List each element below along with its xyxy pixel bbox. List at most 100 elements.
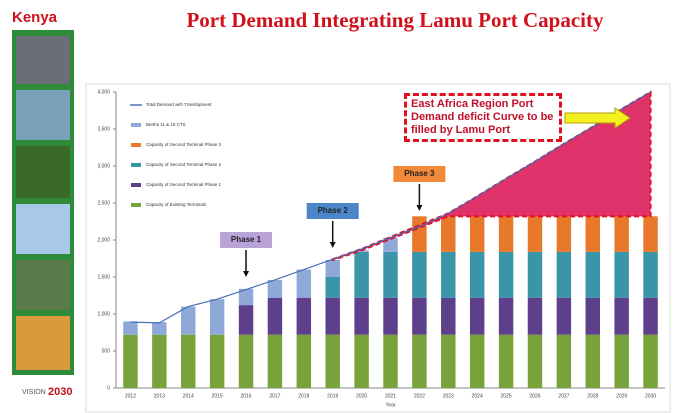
y-tick-label: 1,000 xyxy=(97,311,110,317)
bar-segment xyxy=(470,298,484,335)
bar-segment xyxy=(557,252,571,298)
bar-segment xyxy=(383,252,397,298)
bar-segment xyxy=(412,252,426,298)
bar-segment xyxy=(239,335,253,388)
bar-segment xyxy=(557,335,571,388)
phase-label: Phase 2 xyxy=(318,206,349,215)
bar-segment xyxy=(152,335,166,388)
vision-year: 2030 xyxy=(48,386,72,398)
x-tick-label: 2024 xyxy=(472,393,483,399)
bar-segment xyxy=(441,335,455,388)
bar-segment xyxy=(181,307,195,335)
bar-segment xyxy=(354,252,368,298)
bar-segment xyxy=(586,298,600,335)
bar-segment xyxy=(297,298,311,335)
bar-segment xyxy=(528,252,542,298)
bar-segment xyxy=(586,216,600,252)
x-tick-label: 2013 xyxy=(154,393,165,399)
phase-label: Phase 3 xyxy=(404,169,435,178)
bar-segment xyxy=(268,280,282,298)
bar-segment xyxy=(325,298,339,335)
slide: Kenya VISION 2030 Port Demand Integratin… xyxy=(0,0,675,413)
x-tick-label: 2019 xyxy=(327,393,338,399)
bar-segment xyxy=(297,335,311,388)
phase-label: Phase 1 xyxy=(231,235,262,244)
y-tick-label: 4,000 xyxy=(97,89,110,95)
bar-segment xyxy=(614,252,628,298)
bar-segment xyxy=(325,260,339,277)
x-tick-label: 2030 xyxy=(645,393,656,399)
y-tick-label: 2,000 xyxy=(97,237,110,243)
deficit-callout: East Africa Region Port Demand deficit C… xyxy=(404,93,562,142)
bar-segment xyxy=(643,216,657,252)
legend-label: Capacity of Existing Terminals xyxy=(146,202,207,207)
bar-segment xyxy=(586,335,600,388)
y-tick-label: 1,500 xyxy=(97,274,110,280)
bar-segment xyxy=(614,298,628,335)
x-tick-label: 2014 xyxy=(183,393,194,399)
bar-segment xyxy=(557,298,571,335)
bar-segment xyxy=(441,298,455,335)
x-tick-label: 2028 xyxy=(587,393,598,399)
photo xyxy=(16,260,70,310)
bar-segment xyxy=(210,299,224,335)
y-tick-label: 0 xyxy=(107,385,110,391)
bar-segment xyxy=(325,335,339,388)
y-tick-label: 3,500 xyxy=(97,126,110,132)
x-tick-label: 2029 xyxy=(616,393,627,399)
photo xyxy=(16,146,70,198)
bar-segment xyxy=(123,321,137,334)
bar-segment xyxy=(499,298,513,335)
bar-segment xyxy=(643,335,657,388)
bar-segment xyxy=(268,335,282,388)
photo xyxy=(16,204,70,254)
x-tick-label: 2022 xyxy=(414,393,425,399)
y-tick-label: 3,000 xyxy=(97,163,110,169)
photo xyxy=(16,316,70,370)
bar-segment xyxy=(528,298,542,335)
bar-segment xyxy=(123,335,137,388)
x-tick-label: 2021 xyxy=(385,393,396,399)
bar-segment xyxy=(614,335,628,388)
bar-segment xyxy=(181,335,195,388)
bar-segment xyxy=(297,270,311,298)
bar-segment xyxy=(470,252,484,298)
legend-label: Capacity of Second Terminal Phase 2 xyxy=(146,162,221,167)
y-tick-label: 500 xyxy=(102,348,111,354)
bar-segment xyxy=(528,216,542,252)
bar-segment xyxy=(470,216,484,252)
bar-segment xyxy=(239,305,253,335)
chart-title: Port Demand Integrating Lamu Port Capaci… xyxy=(186,8,604,32)
bar-segment xyxy=(499,216,513,252)
x-tick-label: 2012 xyxy=(125,393,136,399)
bar-segment xyxy=(470,335,484,388)
x-tick-label: 2017 xyxy=(269,393,280,399)
bar-segment xyxy=(643,252,657,298)
bar-segment xyxy=(557,216,571,252)
legend-swatch xyxy=(131,123,141,127)
bar-segment xyxy=(614,216,628,252)
bar-segment xyxy=(268,298,282,335)
x-tick-label: 2025 xyxy=(501,393,512,399)
bar-segment xyxy=(354,335,368,388)
x-tick-label: 2018 xyxy=(298,393,309,399)
bar-segment xyxy=(499,252,513,298)
legend-label: Berths 11 & 19 CTS xyxy=(146,122,186,127)
bar-segment xyxy=(210,335,224,388)
chart: Kenya VISION 2030 Port Demand Integratin… xyxy=(0,0,675,413)
photo xyxy=(16,36,70,84)
photo xyxy=(16,90,70,140)
bar-segment xyxy=(325,277,339,298)
x-axis-label: Year xyxy=(385,402,395,408)
x-tick-label: 2026 xyxy=(529,393,540,399)
bar-segment xyxy=(152,322,166,335)
bar-segment xyxy=(499,335,513,388)
bar-segment xyxy=(412,298,426,335)
bar-segment xyxy=(643,298,657,335)
y-tick-label: 2,500 xyxy=(97,200,110,206)
bar-segment xyxy=(412,335,426,388)
legend-label: Capacity of Second Terminal Phase 1 xyxy=(146,182,221,187)
x-tick-label: 2015 xyxy=(212,393,223,399)
x-tick-label: 2016 xyxy=(240,393,251,399)
bar-segment xyxy=(354,298,368,335)
